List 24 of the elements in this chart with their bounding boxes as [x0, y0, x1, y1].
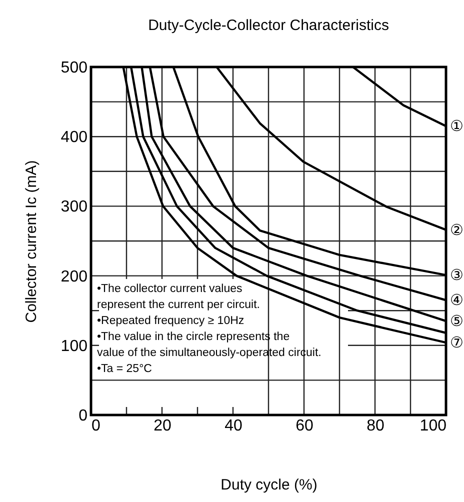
y-tick-label: 200	[60, 268, 88, 286]
annotation: •The collector current values	[97, 283, 243, 295]
x-tick-label: 40	[224, 418, 242, 434]
series-label: ④	[450, 291, 464, 310]
y-tick-label: 100	[60, 338, 88, 355]
y-tick-label: 500	[60, 60, 88, 76]
y-tick-label: 300	[60, 198, 88, 216]
annotation: •Repeated frequency ≥ 10Hz	[97, 315, 244, 327]
series-label: ⑤	[450, 312, 464, 330]
y-axis-title: Collector current Ic (mA)	[22, 160, 40, 323]
x-tick-label: 80	[366, 418, 384, 434]
x-tick-label: 60	[296, 418, 314, 434]
series-label: ①	[450, 117, 464, 136]
annotation: •Ta = 25°C	[97, 363, 152, 375]
annotation: represent the current per circuit.	[97, 299, 260, 311]
series-label: ⑦	[450, 334, 464, 352]
series-label: ②	[450, 220, 464, 239]
series-label: ③	[450, 266, 464, 284]
y-tick-label: 400	[60, 129, 88, 146]
x-tick-label: 100	[420, 418, 447, 434]
chart-title: Duty-Cycle-Collector Characteristics	[148, 17, 389, 34]
x-axis-title: Duty cycle (%)	[220, 476, 318, 494]
x-tick-label: 20	[154, 418, 172, 434]
x-tick-label: 0	[92, 418, 100, 434]
